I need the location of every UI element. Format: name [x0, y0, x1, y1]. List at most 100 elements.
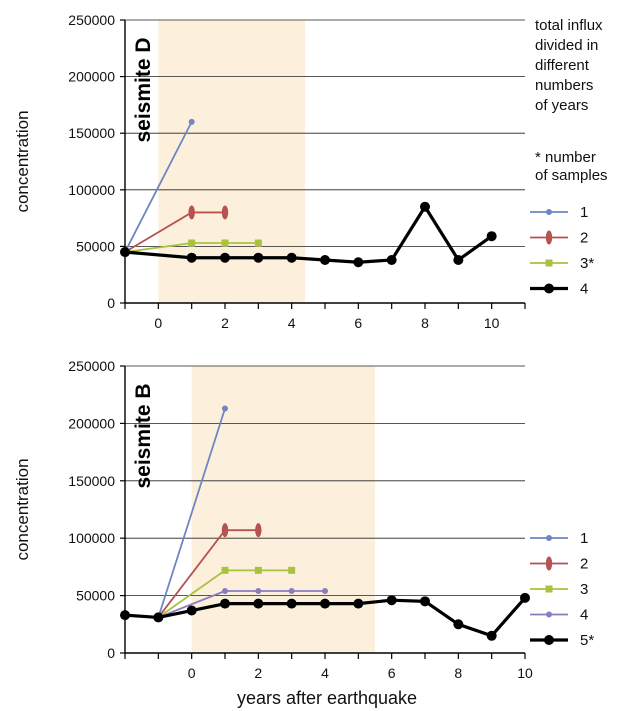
data-point	[153, 612, 164, 623]
x-tick-label: 10	[484, 315, 500, 331]
data-point	[386, 595, 397, 606]
legend-label: 2	[580, 556, 588, 573]
data-point	[486, 630, 497, 641]
legend-marker	[544, 283, 554, 294]
data-point	[222, 588, 228, 595]
y-tick-label: 50000	[76, 238, 115, 254]
x-tick-label: 4	[288, 315, 296, 331]
x-tick-label: 8	[421, 315, 429, 331]
data-point	[286, 598, 297, 609]
y-tick-label: 200000	[68, 69, 115, 85]
data-point	[322, 588, 328, 595]
legend-marker	[546, 209, 552, 215]
shaded-region	[158, 20, 305, 303]
data-point	[353, 598, 364, 609]
y-tick-label: 50000	[76, 588, 115, 604]
legend: 1 2 3* 4	[530, 204, 594, 298]
data-point	[453, 619, 464, 630]
legend: 1 2 3 4 5*	[530, 530, 594, 649]
legend-marker	[546, 535, 552, 541]
panel-seismite-b: 0 50000 100000 150000 200000 250000 0 2 4 6 8 10 con…	[13, 358, 594, 681]
series-2	[124, 205, 229, 253]
note-line: total influx	[535, 17, 603, 34]
note-line: of samples	[535, 167, 608, 184]
series-4	[158, 588, 328, 619]
y-tick-label: 0	[107, 295, 115, 311]
data-point	[120, 610, 130, 621]
series-line	[124, 121, 193, 253]
note-line: different	[535, 57, 590, 74]
legend-item: 3*	[530, 255, 594, 272]
x-tick-label: 6	[354, 315, 362, 331]
data-point	[221, 239, 229, 247]
data-point	[420, 596, 430, 607]
series-1	[124, 118, 195, 253]
y-tick-label: 250000	[68, 12, 115, 28]
data-point	[320, 254, 330, 265]
legend-item: 4	[530, 281, 588, 298]
legend-item: 2	[530, 556, 588, 573]
y-tick-label: 150000	[68, 125, 115, 141]
series-line	[124, 242, 259, 253]
x-tick-label: 4	[321, 665, 329, 681]
series-3star	[124, 239, 262, 253]
data-point	[255, 523, 262, 538]
note-line: * number	[535, 149, 596, 166]
shaded-region	[191, 366, 375, 653]
data-point	[186, 605, 197, 616]
x-tick-label: 0	[188, 665, 196, 681]
y-axis-label: concentration	[13, 458, 32, 560]
note-line: of years	[535, 97, 588, 114]
data-point	[221, 566, 229, 574]
data-point	[286, 252, 297, 263]
legend-item: 5*	[530, 632, 594, 649]
data-point	[188, 205, 195, 220]
data-point	[253, 252, 264, 263]
note-line: divided in	[535, 37, 598, 54]
panel-label: seismite D	[132, 37, 155, 142]
legend-label: 1	[580, 530, 588, 547]
data-point	[486, 231, 497, 242]
series-3	[157, 566, 296, 619]
data-point	[288, 588, 295, 595]
data-point	[254, 566, 262, 574]
data-point	[222, 405, 228, 412]
panel-seismite-d: 0 50000 100000 150000 200000 250000 0 2 4 6 8 10 con…	[13, 12, 594, 331]
panel-label: seismite B	[132, 383, 155, 488]
legend-marker	[546, 611, 552, 618]
note-line: numbers	[535, 77, 593, 94]
legend-marker	[545, 585, 553, 593]
x-tick-label: 6	[388, 665, 396, 681]
legend-label: 2	[580, 230, 588, 247]
data-point	[353, 257, 364, 268]
y-tick-label: 250000	[68, 358, 115, 374]
y-tick-label: 100000	[68, 530, 115, 546]
data-point	[188, 239, 196, 247]
data-point	[221, 205, 229, 220]
data-point	[220, 598, 230, 609]
data-point	[221, 523, 229, 538]
legend-item: 4	[530, 607, 588, 624]
series-2	[157, 523, 262, 618]
series-5star	[120, 592, 530, 641]
data-point	[188, 118, 195, 125]
data-point	[320, 598, 330, 609]
data-point	[420, 201, 430, 212]
y-tick-label: 200000	[68, 415, 115, 431]
y-tick-label: 100000	[68, 182, 115, 198]
legend-label: 3*	[580, 255, 594, 272]
x-tick-label: 10	[517, 665, 533, 681]
data-point	[288, 566, 296, 574]
legend-item: 2	[530, 230, 588, 247]
legend-label: 4	[580, 281, 588, 298]
data-point	[255, 588, 262, 595]
data-point	[453, 254, 464, 265]
x-tick-label: 0	[154, 315, 162, 331]
legend-label: 3	[580, 581, 588, 598]
data-point	[120, 247, 130, 258]
x-tick-label: 2	[221, 315, 229, 331]
legend-marker	[545, 556, 553, 571]
legend-note: total influx divided in different number…	[535, 17, 608, 184]
y-tick-label: 0	[107, 645, 115, 661]
